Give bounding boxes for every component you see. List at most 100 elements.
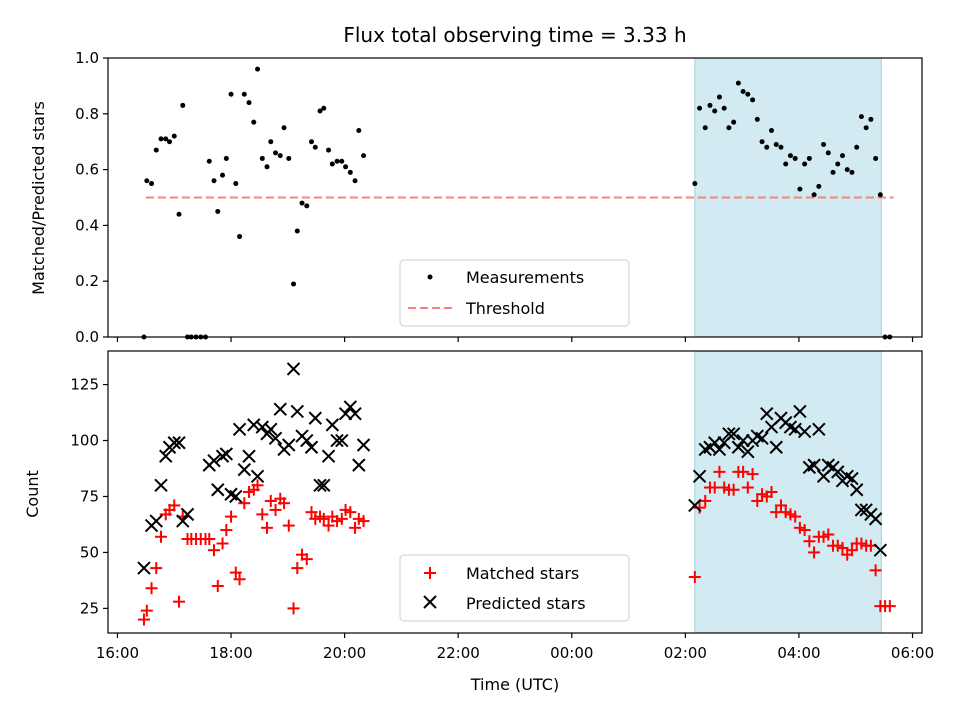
predicted-star-point: [338, 406, 353, 421]
top-axes-frame: [107, 57, 923, 338]
bottom-legend-box: [399, 554, 630, 622]
matched-star-point: [203, 533, 216, 545]
measurement-point: [246, 100, 252, 106]
measurement-point: [764, 144, 770, 150]
measurement-point: [264, 164, 270, 170]
measurement-point: [149, 181, 155, 187]
matched-star-point: [256, 508, 269, 521]
measurement-point: [251, 119, 257, 125]
predicted-star-point: [215, 449, 230, 463]
predicted-star-point: [313, 478, 327, 492]
predicted-star-point: [176, 514, 190, 528]
predicted-star-point: [167, 436, 181, 450]
measurement-point: [835, 161, 841, 167]
measurement-point: [839, 153, 845, 159]
matched-star-point: [145, 582, 158, 595]
predicted-star-point: [712, 442, 727, 457]
matched-star-point: [727, 483, 740, 496]
matched-star-point: [229, 566, 242, 579]
measurement-point: [707, 102, 713, 108]
predicted-star-point: [219, 447, 234, 461]
matched-star-point: [261, 521, 274, 534]
predicted-star-point: [769, 440, 783, 454]
x-tick-label: 02:00: [664, 644, 707, 662]
matched-star-point: [291, 562, 304, 575]
predicted-star-point: [308, 411, 322, 425]
matched-star-point: [836, 541, 849, 554]
matched-star-point: [798, 524, 811, 537]
predicted-star-point: [708, 436, 722, 450]
measurement-point: [702, 125, 708, 131]
predicted-star-point: [149, 514, 163, 528]
measurement-point: [778, 144, 784, 150]
measurement-point: [317, 108, 323, 114]
predicted-star-point: [692, 469, 707, 484]
measurement-point: [223, 155, 229, 161]
matched-star-point: [741, 481, 754, 494]
matched-star-point: [150, 562, 163, 575]
matched-star-point: [238, 497, 251, 510]
measurement-point: [171, 133, 177, 139]
legend-label-predicted: Predicted stars: [466, 594, 586, 613]
measurement-point: [299, 200, 305, 206]
predicted-star-point: [873, 543, 888, 557]
matched-star-point: [883, 600, 896, 613]
measurement-point: [281, 125, 287, 131]
predicted-star-point: [356, 438, 371, 452]
x-tick-label: 18:00: [209, 644, 252, 662]
matched-star-point: [713, 465, 726, 478]
predicted-star-point: [335, 433, 349, 448]
measurement-point: [735, 80, 741, 86]
matched-star-point: [322, 519, 335, 532]
measurement-point: [268, 139, 274, 145]
top-y-ticks: 0.0 0.2 0.4 0.6 0.8 1.0: [75, 49, 108, 346]
y-tick-label: 25: [80, 599, 99, 617]
measurement-point: [726, 125, 732, 131]
measurement-point: [180, 102, 186, 108]
y-tick-label: 0.6: [75, 161, 99, 179]
predicted-star-point: [172, 436, 186, 450]
measurement-point: [291, 281, 297, 287]
x-tick-label: 20:00: [323, 644, 366, 662]
matched-star-point: [349, 521, 362, 534]
predicted-star-point: [352, 458, 366, 472]
measurement-point: [750, 97, 756, 103]
matched-star-point: [688, 571, 701, 584]
predicted-star-point: [286, 362, 301, 376]
bottom-matched-points: [137, 465, 896, 626]
legend-label-threshold: Threshold: [465, 299, 545, 318]
matched-star-point: [317, 512, 330, 525]
measurement-point: [844, 167, 850, 173]
measurement-point: [211, 178, 217, 184]
predicted-star-point: [807, 458, 821, 472]
predicted-star-point: [330, 433, 344, 448]
top-panel: 0.0 0.2 0.4 0.6 0.8 1.0 Matched/Predicted sta…: [29, 49, 923, 346]
matched-star-point: [168, 499, 181, 512]
measurement-point: [347, 169, 353, 175]
measurement-point: [792, 155, 798, 161]
matched-star-point: [220, 524, 233, 537]
predicted-star-point: [849, 483, 864, 497]
measurement-point: [830, 169, 836, 175]
measurement-point: [783, 161, 789, 167]
predicted-star-point: [321, 449, 336, 463]
predicted-star-point: [831, 465, 845, 479]
measurement-point: [326, 147, 332, 153]
measurement-point: [220, 172, 226, 178]
measurement-point: [769, 128, 775, 134]
predicted-star-point: [207, 453, 221, 468]
matched-star-point: [699, 494, 712, 507]
matched-star-point: [269, 503, 282, 516]
matched-star-point: [808, 546, 821, 559]
measurement-point: [352, 178, 358, 184]
measurement-point: [312, 144, 318, 150]
measurement-point: [854, 144, 860, 150]
measurement-point: [176, 211, 182, 217]
bottom-x-axis-label: Time (UTC): [470, 675, 559, 694]
top-legend: Measurements Threshold: [399, 259, 630, 327]
matched-star-point: [233, 573, 246, 586]
predicted-star-point: [722, 427, 736, 441]
matched-star-point: [693, 501, 706, 514]
x-tick-label: 04:00: [777, 644, 820, 662]
matched-star-point: [300, 553, 313, 566]
